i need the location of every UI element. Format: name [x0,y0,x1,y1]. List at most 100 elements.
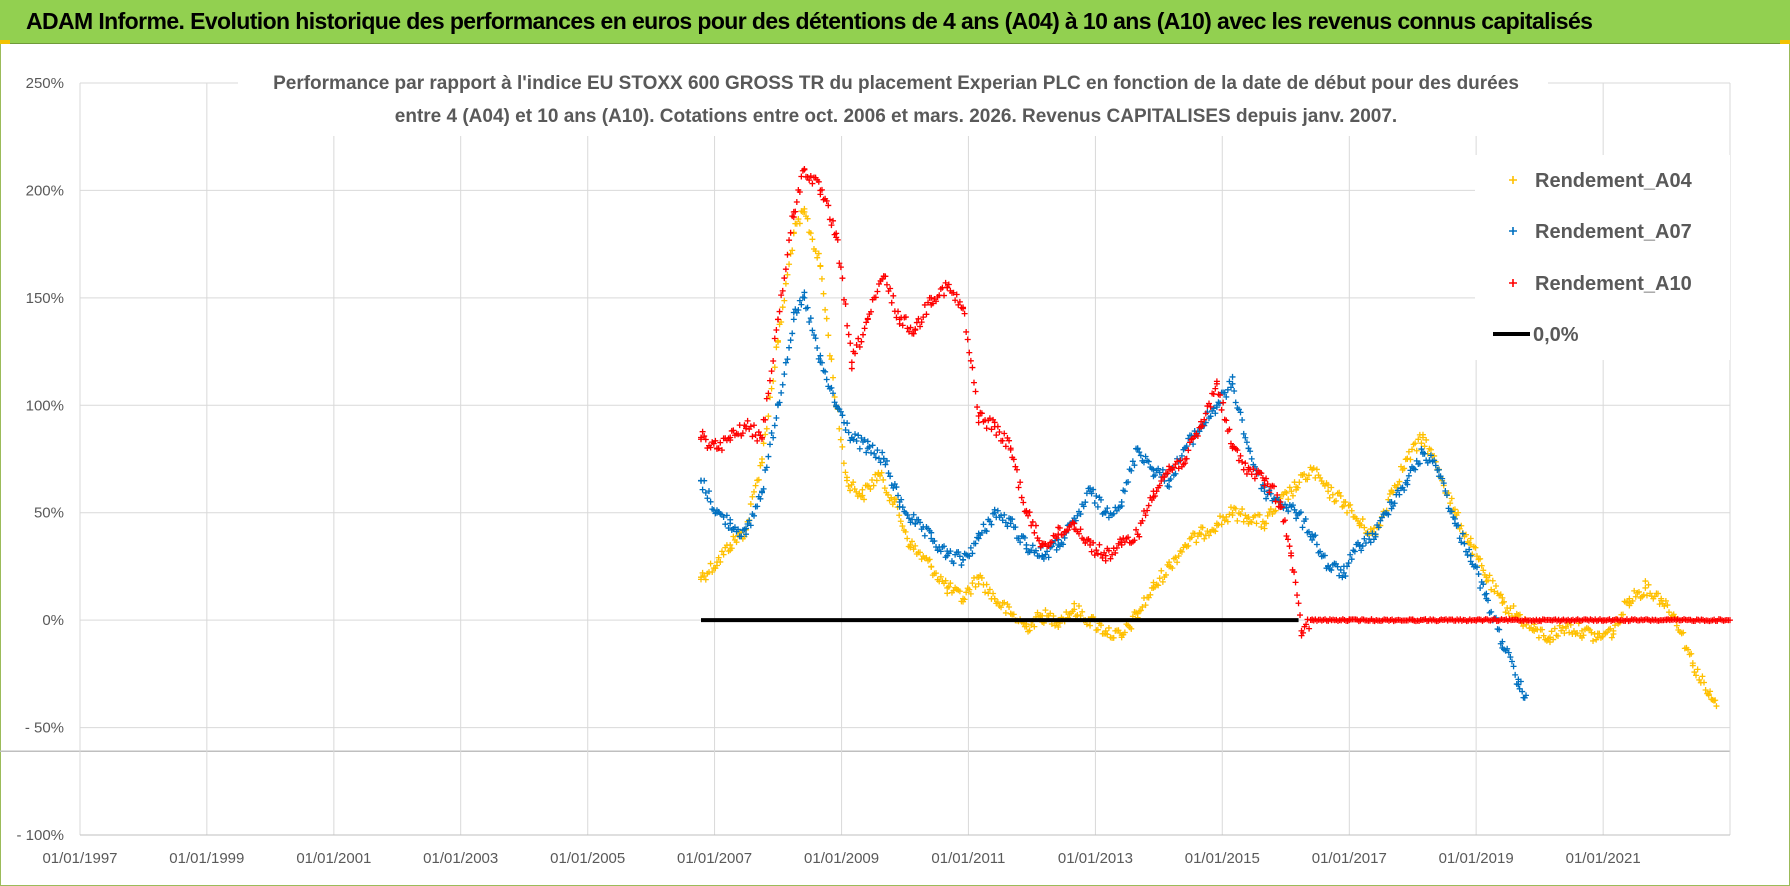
data-point [1150,488,1157,495]
x-tick-label: 01/01/2021 [1566,850,1641,867]
x-tick-label: 01/01/2017 [1312,850,1387,867]
data-point [1663,617,1670,624]
data-point [1087,488,1094,495]
data-point [790,208,797,215]
data-point [1610,627,1617,634]
data-point [1245,445,1252,452]
x-tick-label: 01/01/2019 [1439,850,1514,867]
data-point [1166,563,1173,570]
data-point [1182,456,1189,462]
data-point [1600,617,1607,624]
data-point [1039,612,1046,619]
data-point [1419,449,1426,456]
data-point [1467,552,1474,559]
data-point [833,402,840,409]
corner-left-accent [0,40,10,44]
data-point [1562,623,1569,630]
data-point [713,559,720,566]
data-point [1087,541,1094,548]
data-point [891,498,898,505]
data-point [801,294,808,301]
data-point [1293,509,1300,516]
data-point [928,535,935,542]
y-axis-labels: 250% 200% 150% 100% 50% 0% - 50% - 100% [16,75,64,844]
y-tick-label: 0% [42,612,64,629]
data-point [1182,541,1189,548]
legend-item: Rendement_A07 [1509,221,1692,243]
data-point [1182,445,1189,452]
y-tick-label: 50% [34,505,64,522]
chart-title-line-1: Performance par rapport à l'indice EU ST… [273,73,1519,94]
data-point [1023,509,1030,516]
data-point [758,434,765,441]
data-point [1213,380,1220,387]
data-point [1118,498,1125,505]
data-point [1245,466,1252,473]
data-point [944,584,951,591]
data-point [1298,627,1305,634]
legend-item: Rendement_A10 [1509,273,1692,295]
data-point [1229,380,1236,387]
data-point [1689,660,1696,667]
data-point [1007,610,1014,617]
legend-swatch [1509,227,1517,235]
data-point [801,165,808,172]
data-point [960,595,967,602]
data-point [1118,541,1125,548]
x-tick-label: 01/01/2005 [550,850,625,867]
data-point [1404,477,1411,484]
data-point [833,230,840,237]
x-tick-label: 01/01/1999 [169,850,244,867]
data-point [1346,617,1353,624]
y-tick-label: 150% [26,290,64,307]
data-point [1071,520,1078,527]
data-point [1325,488,1332,495]
data-point [1727,617,1733,624]
data-point [1309,617,1316,624]
data-point [928,563,935,570]
data-point [743,531,750,538]
data-point [1150,466,1157,473]
legend-label: Rendement_A07 [1535,221,1692,243]
x-tick-label: 01/01/2001 [296,850,371,867]
x-axis-labels: 01/01/1997 01/01/1999 01/01/2001 01/01/2003… [42,850,1640,867]
data-point [1404,456,1411,462]
data-point [1546,634,1553,641]
data-point [1261,477,1268,484]
gridlines [0,82,1731,836]
data-point [1713,703,1720,710]
data-point [1705,692,1712,699]
data-point [1499,638,1506,645]
data-point [1325,563,1332,570]
data-point [896,498,903,505]
data-point [1356,541,1363,548]
data-point [727,434,734,441]
y-tick-label: 100% [26,397,64,414]
x-tick-label: 01/01/2013 [1058,850,1133,867]
data-point [1102,509,1109,516]
data-point [1102,552,1109,559]
data-point [1473,617,1480,624]
data-point [817,262,824,269]
data-point [1594,634,1601,641]
data-point [1356,520,1363,527]
data-point [944,284,951,291]
data-point [1134,445,1141,452]
legend-label: Rendement_A10 [1535,273,1692,295]
plot-points [698,165,1733,710]
data-point [774,316,781,323]
data-point [801,208,808,215]
header-banner: ADAM Informe. Evolution historique des p… [0,0,1790,44]
data-point [1039,552,1046,559]
legend-item: 0,0% [1493,324,1579,346]
data-point [1531,627,1538,634]
legend-background [1475,155,1730,360]
data-point [1261,488,1268,495]
data-point [1467,541,1474,548]
data-point [991,595,998,602]
data-point [1388,498,1395,505]
data-point [912,520,919,527]
data-point [875,471,882,478]
data-point [1309,466,1316,473]
data-point [1409,617,1416,624]
